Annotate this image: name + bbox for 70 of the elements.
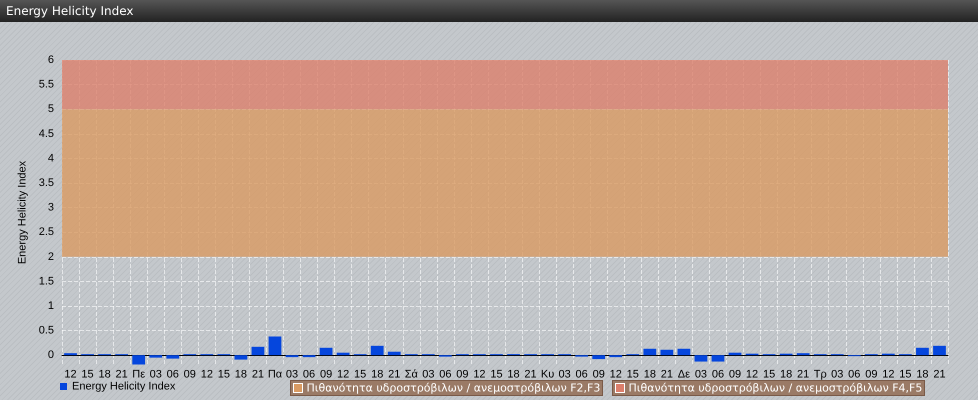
x-tick-label: 09 (320, 368, 332, 380)
x-tick-label: 18 (916, 368, 929, 380)
x-tick-label: Κυ (540, 368, 554, 380)
y-axis-title: Energy Helicity Index (16, 160, 28, 264)
x-tick-label: 09 (456, 368, 469, 380)
x-tick-label: 12 (200, 368, 213, 380)
x-tick-label: 21 (660, 368, 673, 380)
x-tick-label: 15 (490, 368, 503, 380)
x-tick-label: 18 (780, 368, 792, 380)
x-tick-label: 06 (712, 368, 724, 380)
chart-title: Energy Helicity Index (0, 0, 978, 22)
x-tick-label: 21 (524, 368, 537, 380)
x-tick-label: 18 (98, 368, 111, 380)
x-tick-label: Δε (678, 368, 690, 380)
legend-label: Πιθανότητα υδροστρόβιλων / ανεμοστρόβιλων F4,F5 (628, 382, 922, 394)
x-tick-label: 15 (81, 368, 94, 380)
x-tick-label: 12 (882, 368, 894, 380)
x-tick-label: Σά (404, 368, 418, 380)
y-tick-label: 5.5 (38, 78, 54, 91)
x-tick-label: Πα (268, 368, 283, 380)
x-tick-label: 21 (116, 368, 128, 380)
x-tick-label: 12 (64, 368, 77, 380)
x-tick-label: 06 (848, 368, 860, 380)
x-tick-label: 03 (831, 368, 844, 380)
y-tick-label: 2 (48, 250, 54, 263)
x-tick-label: 09 (184, 368, 196, 380)
x-tick-label: 12 (473, 368, 486, 380)
x-tick-label: 12 (610, 368, 622, 380)
y-tick-label: 1 (48, 300, 54, 312)
x-tick-label: 06 (302, 368, 316, 380)
legend-label: Energy Helicity Index (72, 380, 176, 392)
x-tick-label: 03 (694, 368, 708, 380)
x-tick-label: 18 (507, 368, 520, 380)
x-tick-label: 21 (797, 368, 810, 380)
y-tick-label: 4 (48, 152, 54, 164)
y-tick-label: 6 (48, 54, 54, 66)
y-tick-label: 3.5 (38, 176, 54, 189)
x-tick-label: 21 (933, 368, 946, 380)
x-tick-label: 15 (899, 368, 912, 380)
x-tick-label: 06 (166, 368, 179, 380)
x-tick-label: 15 (626, 368, 639, 380)
x-tick-label: 21 (252, 368, 264, 380)
y-tick-label: 1.5 (38, 275, 54, 288)
x-tick-label: 09 (865, 368, 878, 380)
x-tick-label: 09 (592, 368, 605, 380)
x-tick-label: 03 (150, 368, 162, 380)
x-tick-label: 12 (746, 368, 758, 380)
x-tick-label: 09 (728, 368, 742, 380)
x-tick-label: 06 (576, 368, 588, 380)
x-tick-label: 12 (337, 368, 350, 380)
x-tick-label: 21 (388, 368, 400, 380)
x-tick-label: 06 (439, 368, 452, 380)
x-tick-label: 15 (354, 368, 366, 380)
y-tick-label: 0.5 (38, 324, 54, 337)
x-tick-label: 15 (762, 368, 776, 380)
y-tick-label: 5 (48, 103, 54, 116)
x-tick-label: Πε (132, 368, 146, 380)
x-tick-label: 15 (218, 368, 230, 380)
x-tick-label: 18 (234, 368, 248, 380)
x-tick-label: Τρ (814, 368, 827, 380)
y-tick-label: 0 (48, 349, 54, 362)
y-tick-label: 2.5 (38, 226, 54, 238)
y-tick-label: 3 (48, 202, 54, 214)
x-tick-label: 03 (422, 368, 434, 380)
legend-label: Πιθανότητα υδροστρόβιλων / ανεμοστρόβιλων F2,F3 (306, 382, 600, 394)
x-tick-label: 18 (644, 368, 656, 380)
x-tick-label: 03 (558, 368, 571, 380)
x-tick-label: 18 (371, 368, 384, 380)
x-tick-label: 03 (286, 368, 298, 380)
y-tick-label: 4.5 (38, 128, 54, 140)
